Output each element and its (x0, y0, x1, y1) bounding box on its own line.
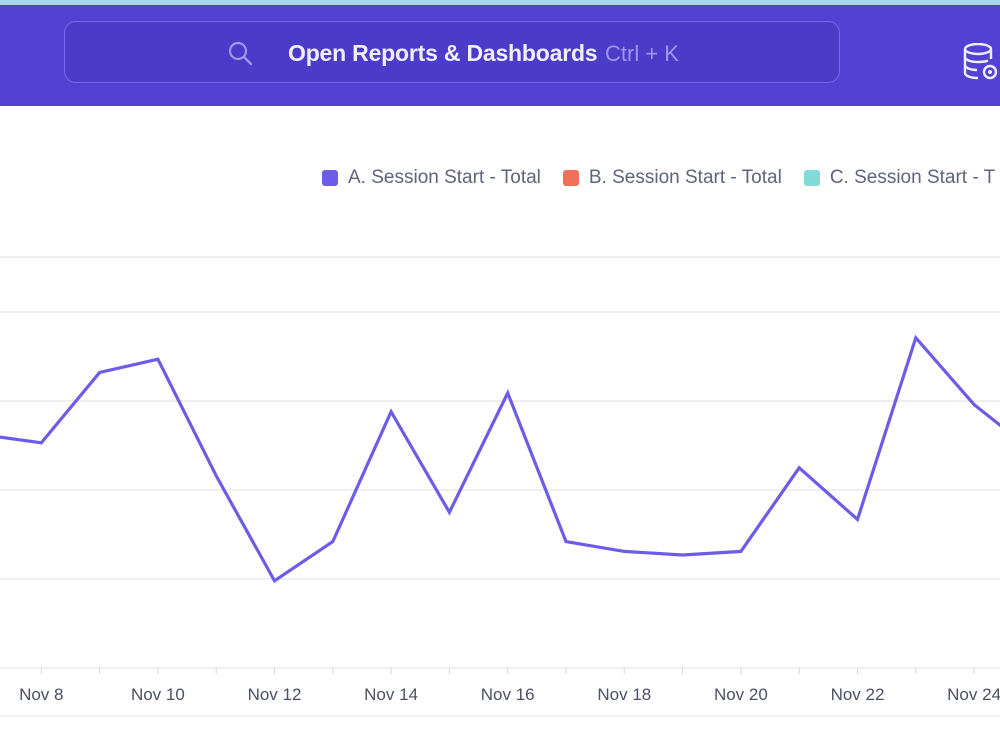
chart-legend: A. Session Start - Total B. Session Star… (322, 166, 995, 190)
top-accent-strip (0, 0, 1000, 5)
x-tick-label: Nov 12 (248, 685, 302, 704)
search-label: Open Reports & Dashboards (288, 40, 598, 66)
database-settings-icon[interactable] (962, 43, 1000, 83)
open-reports-search[interactable]: Open Reports & Dashboards Ctrl + K (64, 21, 840, 83)
legend-swatch-a (322, 170, 338, 186)
x-tick-label: Nov 14 (364, 685, 418, 704)
legend-swatch-c (803, 170, 820, 186)
x-tick-label: Nov 8 (19, 685, 63, 704)
app-header: Open Reports & Dashboards Ctrl + K (0, 5, 1000, 106)
x-tick-label: Nov 10 (131, 685, 185, 704)
shortcut-hint: Ctrl + K (605, 41, 679, 66)
x-tick-label: Nov 22 (831, 685, 885, 704)
legend-swatch-b (562, 170, 579, 186)
legend-label-a: A. Session Start - Total (348, 167, 541, 188)
x-tick-label: Nov 16 (481, 685, 535, 704)
legend-label-c: C. Session Start - T (829, 167, 996, 188)
series-line-a (0, 334, 1000, 584)
x-tick-label: Nov 20 (714, 685, 768, 704)
legend-label-b: B. Session Start - Total (588, 167, 782, 188)
x-tick-label: Nov 24 (947, 685, 1000, 704)
search-icon (228, 41, 253, 66)
legend-item-c[interactable]: C. Session Start - T (803, 166, 996, 190)
legend-item-a[interactable]: A. Session Start - Total (322, 166, 541, 190)
x-tick-label: Nov 18 (597, 685, 651, 704)
legend-item-b[interactable]: B. Session Start - Total (562, 166, 782, 190)
